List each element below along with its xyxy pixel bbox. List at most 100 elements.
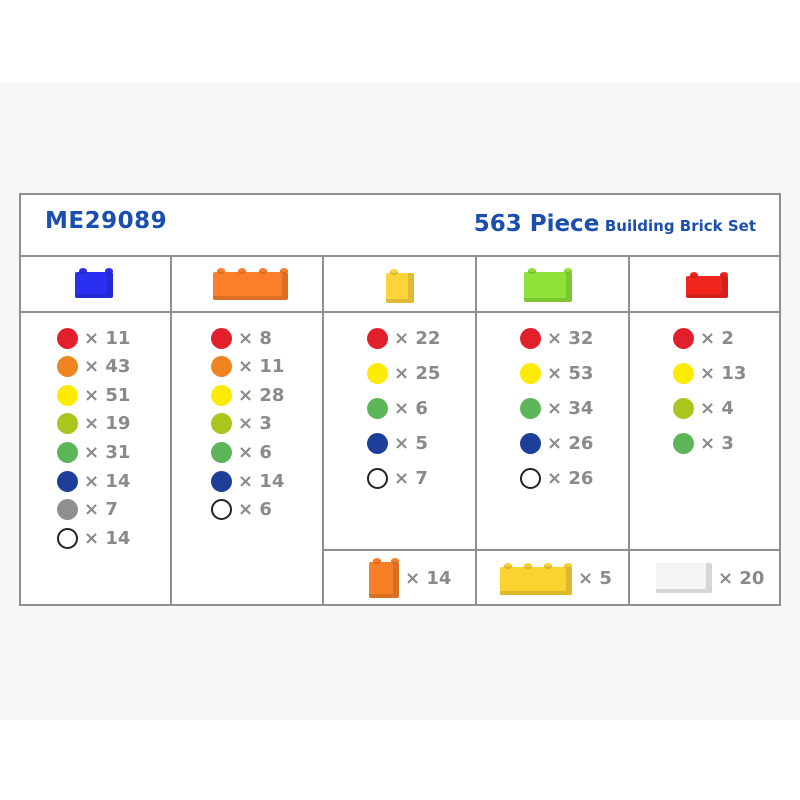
color-count-item: × 14 [211,469,284,493]
white-color-dot-icon [367,467,388,489]
count-label: × 31 [84,441,131,463]
green-color-dot-icon [57,441,78,463]
count-label: × 14 [405,567,452,589]
brick-image-col2 [213,268,288,300]
brick-image-col3 [386,269,414,303]
count-label: × 5 [394,432,428,454]
color-count-item: × 6 [211,498,272,522]
white-color-dot-icon [520,467,541,489]
brick-image-col4 [524,268,572,302]
count-label: × 7 [84,499,118,521]
count-label: × 3 [700,432,734,454]
stud [217,268,225,274]
extra-brick-image-2 [500,563,572,595]
count-label: × 6 [238,441,272,463]
color-count-item: × 8 [211,326,272,350]
product-code: ME29089 [45,208,168,234]
green-color-dot-icon [520,397,541,419]
color-count-item: × 22 [367,326,440,350]
count-label: × 19 [84,413,131,435]
color-count-item: × 32 [520,326,593,350]
color-count-item: × 53 [520,361,593,385]
color-count-item: × 3 [211,412,272,436]
yellow-color-dot-icon [57,384,78,406]
parts-table [19,193,781,606]
lime-color-dot-icon [211,413,232,435]
stud [690,272,698,278]
count-label: × 22 [394,327,441,349]
product-title: 563 Piece Building Brick Set [474,211,756,237]
color-count-item: × 11 [211,355,284,379]
stud [720,272,728,278]
count-label: × 11 [84,327,131,349]
divider [475,256,477,606]
lime-color-dot-icon [57,413,78,435]
stud [528,268,536,274]
count-label: × 6 [238,499,272,521]
count-label: × 5 [578,567,612,589]
extra-count: × 14 [405,566,451,590]
divider [170,256,172,606]
color-count-item: × 34 [520,396,593,420]
count-label: × 26 [547,467,594,489]
navy-color-dot-icon [57,470,78,492]
count-label: × 8 [238,327,272,349]
color-count-item: × 25 [367,361,440,385]
count-label: × 26 [547,432,594,454]
count-label: × 20 [718,567,765,589]
count-label: × 14 [238,470,285,492]
divider [322,256,324,606]
color-count-item: × 4 [673,396,734,420]
count-label: × 51 [84,384,131,406]
color-count-item: × 26 [520,431,593,455]
navy-color-dot-icon [211,470,232,492]
lime-color-dot-icon [673,397,694,419]
color-count-item: × 6 [211,440,272,464]
red-color-dot-icon [211,327,232,349]
stud [544,563,552,569]
stud [105,268,113,274]
stud [390,269,398,275]
stud [373,558,381,564]
stud [564,268,572,274]
extra-count: × 5 [578,566,612,590]
color-count-item: × 11 [57,326,130,350]
count-label: × 53 [547,362,594,384]
green-color-dot-icon [211,441,232,463]
count-label: × 28 [238,384,285,406]
yellow-color-dot-icon [367,362,388,384]
count-label: × 43 [84,356,131,378]
stud [79,268,87,274]
divider [628,256,630,606]
extra-brick-image-1 [369,558,399,598]
red-color-dot-icon [57,327,78,349]
color-count-item: × 26 [520,466,593,490]
navy-color-dot-icon [520,432,541,454]
color-count-item: × 14 [57,469,130,493]
stud [524,563,532,569]
extra-brick-image-3 [656,563,712,593]
color-count-item: × 43 [57,355,130,379]
stud [504,563,512,569]
count-label: × 11 [238,356,285,378]
white-color-dot-icon [211,499,232,521]
stud [564,563,572,569]
count-label: × 3 [238,413,272,435]
green-color-dot-icon [367,397,388,419]
count-label: × 4 [700,397,734,419]
gray-color-dot-icon [57,499,78,521]
count-label: × 14 [84,527,131,549]
brick-image-col5 [686,272,728,298]
yellow-color-dot-icon [520,362,541,384]
color-count-item: × 28 [211,383,284,407]
count-label: × 32 [547,327,594,349]
red-color-dot-icon [367,327,388,349]
red-color-dot-icon [673,327,694,349]
navy-color-dot-icon [367,432,388,454]
extra-count: × 20 [718,566,764,590]
color-count-item: × 19 [57,412,130,436]
divider [323,549,781,551]
color-count-item: × 14 [57,526,130,550]
red-color-dot-icon [520,327,541,349]
stud [280,268,288,274]
